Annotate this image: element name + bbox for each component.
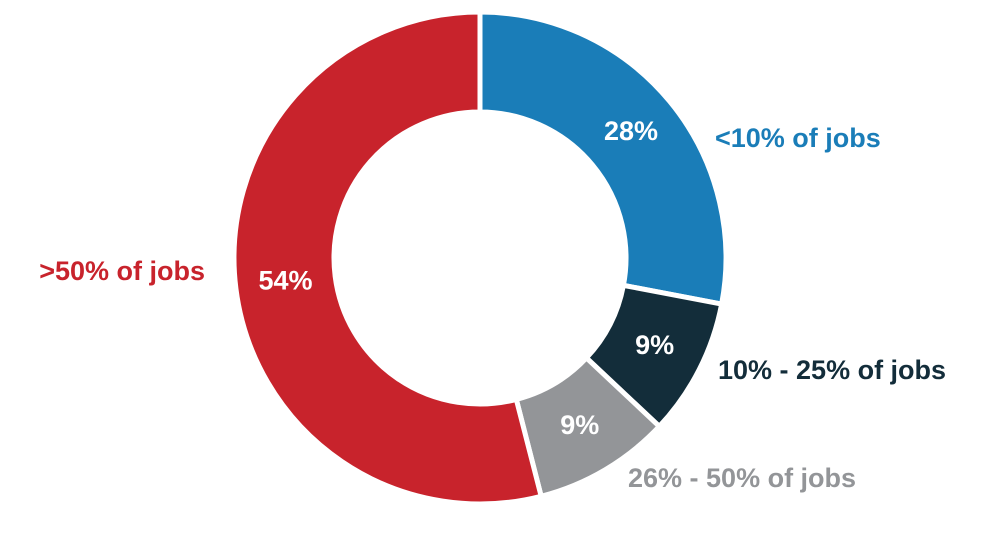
category-label: <10% of jobs (715, 123, 881, 153)
category-label: 10% - 25% of jobs (718, 355, 946, 385)
category-label: 26% - 50% of jobs (628, 463, 856, 493)
value-label: 9% (560, 410, 599, 440)
category-label: >50% of jobs (39, 256, 205, 286)
value-label: 9% (635, 330, 674, 360)
value-label: 28% (604, 116, 658, 146)
donut-slice (231, 9, 545, 507)
donut-slice (477, 9, 729, 308)
value-label: 54% (259, 266, 313, 296)
